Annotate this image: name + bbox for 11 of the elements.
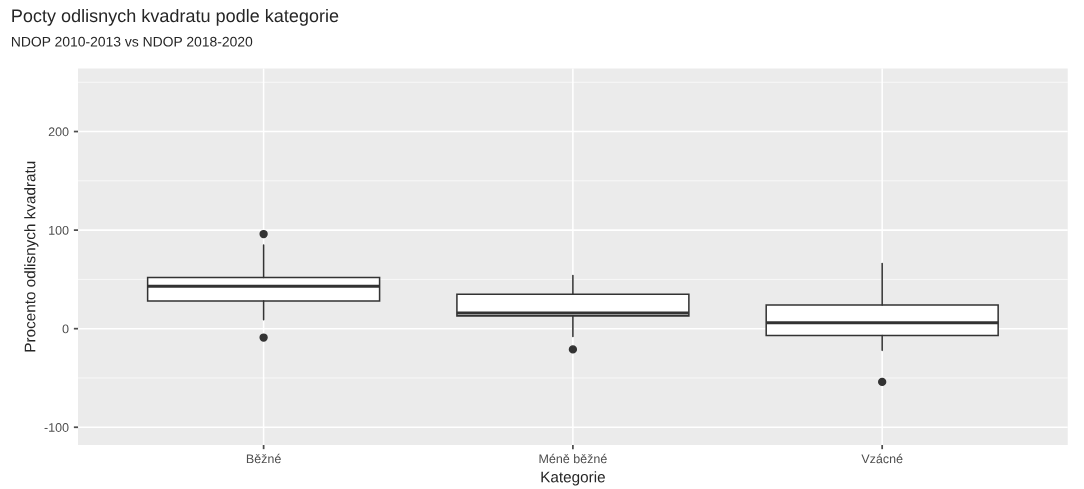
y-axis-title: Procento odlisnych kvadratu [24, 161, 39, 352]
y-tick-label: 200 [48, 127, 69, 137]
chart-title: Pocty odlisnych kvadratu podle kategorie [12, 8, 339, 26]
y-tick-label: -100 [44, 423, 69, 432]
x-tick-label: Méně běžné [539, 453, 607, 464]
x-axis-title: Kategorie [541, 471, 605, 486]
y-tick-label: 0 [62, 324, 69, 334]
chart-subtitle: NDOP 2010-2013 vs NDOP 2018-2020 [11, 36, 253, 47]
y-tick-label: 100 [49, 225, 69, 235]
x-tick-label: Vzácné [861, 453, 903, 464]
x-tick-label: Běžné [246, 453, 281, 464]
